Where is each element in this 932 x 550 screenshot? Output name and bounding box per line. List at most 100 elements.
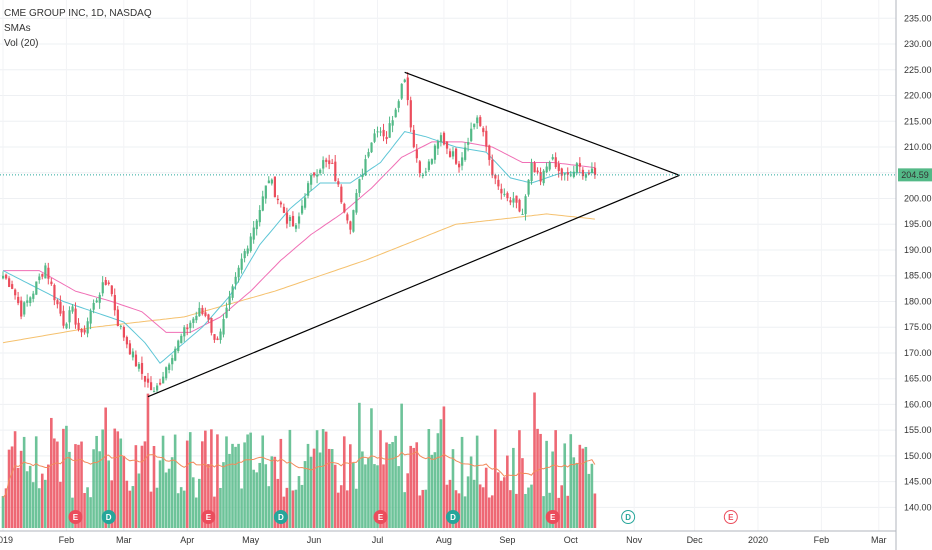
- candle-body: [391, 120, 394, 126]
- candle-body: [240, 258, 243, 270]
- candle-body: [325, 159, 328, 162]
- candle-body: [500, 188, 503, 194]
- volume-bar: [318, 452, 322, 528]
- volume-bar: [288, 429, 292, 528]
- candle-body: [470, 128, 473, 141]
- candle-body: [261, 196, 264, 211]
- volume-bar: [182, 490, 186, 528]
- x-tick-label: Aug: [436, 535, 452, 545]
- y-tick-label: 155.00: [904, 425, 932, 435]
- volume-bar: [454, 490, 458, 528]
- volume-bar: [503, 477, 506, 528]
- candle-body: [17, 296, 20, 304]
- candle-body: [578, 163, 582, 167]
- event-label: D: [625, 513, 631, 522]
- y-tick-label: 170.00: [904, 348, 932, 358]
- volume-bar: [56, 441, 59, 528]
- volume-bar: [400, 403, 403, 528]
- earnings-marker[interactable]: E: [201, 510, 216, 524]
- x-tick-label: Jul: [372, 535, 384, 545]
- volume-bar: [391, 442, 394, 528]
- candle-body: [436, 141, 440, 149]
- volume-bars: [1, 392, 597, 528]
- volume-bar: [128, 490, 132, 528]
- volume-bar: [512, 447, 515, 528]
- volume-bar: [436, 433, 440, 528]
- volume-bar: [575, 463, 579, 528]
- volume-bar: [146, 393, 150, 528]
- volume-bar: [125, 480, 129, 528]
- candle-body: [479, 117, 482, 126]
- volume-bar: [294, 489, 298, 528]
- candle-body: [524, 196, 527, 215]
- earnings-marker[interactable]: E: [545, 510, 560, 524]
- dividend-marker[interactable]: D: [273, 510, 288, 524]
- candle-body: [125, 337, 129, 345]
- volume-bar: [47, 464, 50, 528]
- candle-body: [515, 195, 518, 203]
- dividend-marker[interactable]: D: [101, 510, 116, 524]
- volume-bar: [98, 451, 101, 528]
- volume-bar: [506, 455, 509, 528]
- candle-body: [445, 141, 449, 149]
- candle-body: [8, 278, 11, 287]
- candle-body: [65, 323, 68, 329]
- y-tick-label: 165.00: [904, 374, 932, 384]
- candle-body: [364, 159, 367, 176]
- earnings-marker[interactable]: E: [68, 510, 83, 524]
- earnings-marker[interactable]: E: [723, 510, 738, 524]
- candle-body: [26, 300, 29, 303]
- candle-body: [35, 281, 38, 295]
- x-tick-label: Oct: [564, 535, 579, 545]
- earnings-marker[interactable]: E: [373, 510, 388, 524]
- candle-body: [165, 367, 168, 379]
- event-circle: [545, 510, 560, 524]
- candle-body: [291, 215, 295, 227]
- candle-body: [575, 163, 578, 173]
- candle-body: [307, 183, 310, 196]
- candle-body: [527, 179, 530, 195]
- volume-bar: [593, 493, 597, 528]
- volume-bar: [28, 465, 32, 528]
- candle-body: [234, 276, 237, 284]
- x-tick-label: 2020: [748, 535, 768, 545]
- volume-bar: [342, 436, 346, 528]
- candle-body: [134, 354, 138, 367]
- candle-body: [346, 214, 349, 221]
- candle-body: [267, 180, 270, 184]
- candle-body: [213, 334, 216, 340]
- candle-body: [20, 300, 23, 317]
- volume-bar: [500, 480, 503, 528]
- dividend-marker[interactable]: D: [621, 510, 636, 524]
- candle-body: [225, 307, 228, 318]
- volume-bar: [216, 434, 219, 528]
- volume-bar: [194, 497, 198, 528]
- volume-bar: [309, 456, 313, 528]
- volume-bar: [59, 481, 62, 528]
- candle-body: [168, 364, 171, 370]
- volume-bar: [539, 433, 542, 528]
- volume-bar: [86, 487, 89, 528]
- volume-bar: [442, 406, 446, 528]
- candle-body: [485, 130, 488, 147]
- candle-body: [216, 338, 219, 340]
- candle-body: [566, 172, 569, 175]
- candle-body: [231, 286, 234, 298]
- candle-body: [533, 162, 536, 173]
- volume-bar: [524, 493, 527, 528]
- volume-bar: [557, 497, 560, 528]
- volume-bar: [170, 457, 174, 528]
- candle-body: [177, 340, 180, 351]
- candle-body: [551, 157, 554, 160]
- volume-bar: [68, 451, 71, 528]
- volume-bar: [261, 435, 265, 528]
- volume-bar: [415, 442, 419, 528]
- volume-bar: [312, 448, 316, 528]
- volume-bar: [37, 488, 41, 528]
- candle-body: [581, 169, 585, 177]
- y-tick-label: 200.00: [904, 193, 932, 203]
- dividend-marker[interactable]: D: [445, 510, 460, 524]
- volume-bar: [19, 450, 23, 528]
- candle-body: [174, 348, 177, 361]
